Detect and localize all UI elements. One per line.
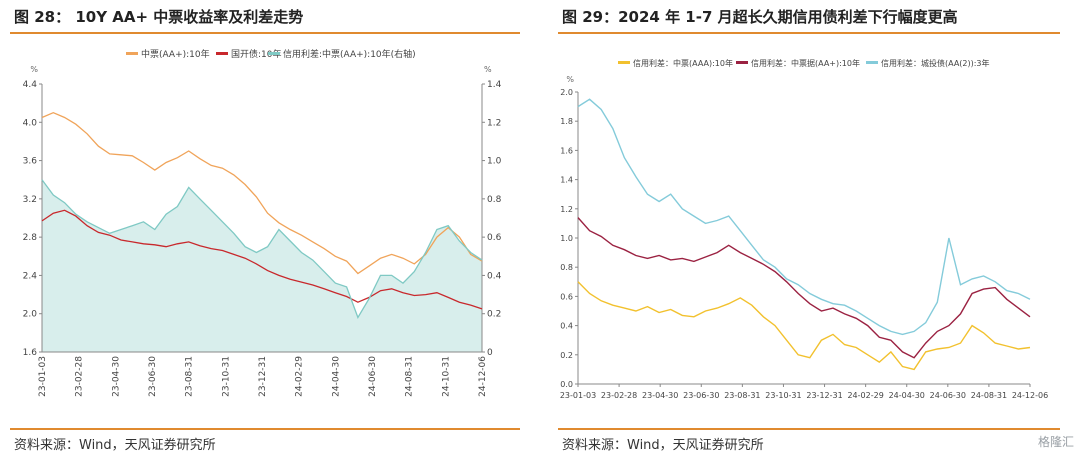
y-tick-label: 1.2: [560, 205, 573, 214]
right-chart: 信用利差：中票(AAA):10年 信用利差：中票据(AA+):10年 信用利差：城投…: [560, 58, 1048, 400]
y-tick-label: 3.2: [23, 195, 37, 205]
y-axis-unit: %: [566, 75, 574, 84]
y-axis-unit: %: [30, 65, 38, 74]
y-tick-label: 2.4: [23, 271, 38, 281]
x-tick-label: 23-12-31: [258, 356, 268, 397]
chengtou-spread-line: [577, 98, 1031, 336]
right-source-note: 资料来源：Wind，天风证券研究所: [562, 438, 764, 453]
y2-tick-label: 0.4: [487, 271, 502, 281]
y2-tick-label: 0: [487, 348, 493, 358]
legend-label: 信用利差：中票据(AA+):10年: [751, 58, 860, 68]
legend-label: 中票(AA+):10年: [141, 48, 210, 60]
spread-area: [42, 179, 482, 352]
y-tick-label: 2.8: [23, 233, 38, 243]
y-tick-label: 1.6: [560, 146, 573, 155]
y-tick-label: 4.4: [23, 80, 38, 90]
left-chart: 中票(AA+):10年 国开债:10年 信用利差:中票(AA+):10年(右轴)%%…: [23, 48, 502, 397]
legend-swatch: [126, 52, 138, 55]
zhongpiao-yield-line: [41, 111, 483, 275]
right-source-rule: [558, 428, 1060, 430]
x-tick-label: 23-01-03: [38, 356, 48, 397]
y-tick-label: 0.2: [560, 351, 573, 360]
y2-tick-label: 1.2: [487, 118, 501, 128]
y-tick-label: 0.8: [560, 263, 573, 272]
x-tick-label: 24-12-06: [478, 356, 488, 397]
right-title-rule: [558, 32, 1060, 34]
x-tick-label: 24-04-30: [889, 391, 925, 400]
legend-label: 信用利差：城投债(AA(2)):3年: [881, 58, 990, 68]
guokai-yield-line: [41, 209, 483, 310]
aaplus-spread-line: [577, 217, 1031, 359]
left-source-rule: [10, 428, 520, 430]
x-tick-label: 23-02-28: [75, 356, 85, 397]
x-tick-label: 24-04-30: [331, 356, 341, 397]
y2-axis-unit: %: [484, 65, 492, 74]
y-tick-label: 1.0: [560, 234, 573, 243]
x-tick-label: 24-10-31: [441, 356, 451, 397]
x-tick-label: 24-06-30: [368, 356, 378, 397]
y-tick-label: 0.0: [560, 380, 573, 389]
left-title-rule: [10, 32, 520, 34]
aaa-spread-line: [577, 281, 1031, 371]
left-chart-title: 图 28： 10Y AA+ 中票收益率及利差走势: [14, 8, 304, 26]
credit-spread-line: [41, 179, 483, 320]
x-tick-label: 24-12-06: [1012, 391, 1048, 400]
right-chart-title: 图 29：2024 年 1-7 月超长久期信用债利差下行幅度更高: [562, 8, 958, 26]
left-source-note: 资料来源：Wind，天风证券研究所: [14, 438, 216, 453]
legend-swatch: [618, 61, 630, 64]
x-tick-label: 24-06-30: [930, 391, 966, 400]
legend-label: 信用利差:中票(AA+):10年(右轴): [283, 48, 416, 60]
watermark-logo: 格隆汇: [1037, 435, 1074, 449]
y-tick-label: 0.6: [560, 292, 573, 301]
y-tick-label: 2.0: [23, 310, 38, 320]
legend-swatch: [866, 61, 878, 64]
legend-swatch: [216, 52, 228, 55]
legend-swatch: [736, 61, 748, 64]
y-tick-label: 1.8: [560, 117, 573, 126]
y-tick-label: 1.4: [560, 176, 573, 185]
x-tick-label: 23-12-31: [806, 391, 842, 400]
y2-tick-label: 0.6: [487, 233, 502, 243]
x-tick-label: 24-08-31: [971, 391, 1007, 400]
y2-tick-label: 0.8: [487, 195, 502, 205]
x-tick-label: 23-06-30: [683, 391, 719, 400]
y2-tick-label: 1.4: [487, 80, 502, 90]
x-tick-label: 24-02-29: [847, 391, 883, 400]
legend-label: 国开债:10年: [231, 48, 282, 60]
legend-label: 信用利差：中票(AAA):10年: [633, 58, 733, 68]
x-tick-label: 23-04-30: [111, 356, 121, 397]
y2-tick-label: 0.2: [487, 310, 501, 320]
x-tick-label: 23-10-31: [221, 356, 231, 397]
y2-tick-label: 1.0: [487, 157, 502, 167]
y-tick-label: 2.0: [560, 88, 573, 97]
right-panel: 图 29：2024 年 1-7 月超长久期信用债利差下行幅度更高 信用利差：中票…: [548, 0, 1080, 456]
x-tick-label: 24-02-29: [295, 356, 305, 397]
x-tick-label: 23-04-30: [642, 391, 678, 400]
y-tick-label: 4.0: [23, 118, 38, 128]
y-tick-label: 0.4: [560, 322, 573, 331]
y-tick-label: 3.6: [23, 157, 38, 167]
x-tick-label: 23-08-31: [185, 356, 195, 397]
x-tick-label: 23-06-30: [148, 356, 158, 397]
x-tick-label: 23-01-03: [560, 391, 596, 400]
y-tick-label: 1.6: [23, 348, 38, 358]
x-tick-label: 23-08-31: [724, 391, 760, 400]
x-tick-label: 24-08-31: [405, 356, 415, 397]
left-panel: 图 28： 10Y AA+ 中票收益率及利差走势 中票(AA+):10年 国开债:…: [10, 8, 520, 453]
legend-swatch: [268, 52, 280, 55]
x-tick-label: 23-10-31: [765, 391, 801, 400]
x-tick-label: 23-02-28: [601, 391, 637, 400]
